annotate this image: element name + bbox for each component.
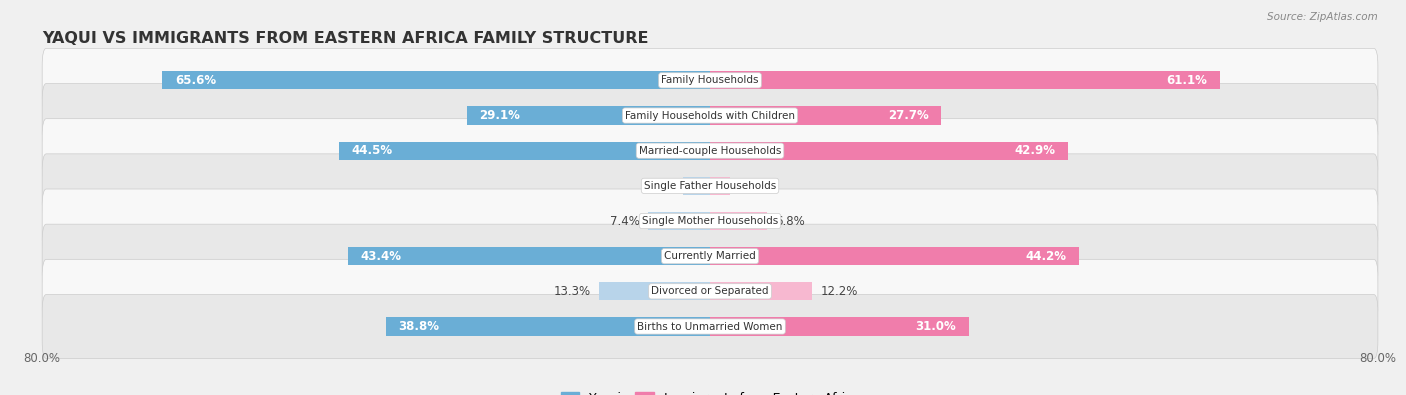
- Bar: [339, 141, 710, 160]
- Text: Births to Unmarried Women: Births to Unmarried Women: [637, 322, 783, 331]
- Bar: [387, 317, 710, 336]
- Text: 43.4%: 43.4%: [360, 250, 401, 263]
- Text: 65.6%: 65.6%: [174, 74, 217, 87]
- Text: 6.8%: 6.8%: [775, 214, 804, 228]
- Text: 2.4%: 2.4%: [738, 179, 768, 192]
- Text: Single Mother Households: Single Mother Households: [643, 216, 778, 226]
- Text: Married-couple Households: Married-couple Households: [638, 146, 782, 156]
- Text: Family Households: Family Households: [661, 75, 759, 85]
- Text: Divorced or Separated: Divorced or Separated: [651, 286, 769, 296]
- FancyBboxPatch shape: [42, 295, 1378, 359]
- FancyBboxPatch shape: [42, 189, 1378, 253]
- Bar: [710, 247, 1078, 265]
- Bar: [162, 71, 710, 90]
- Text: YAQUI VS IMMIGRANTS FROM EASTERN AFRICA FAMILY STRUCTURE: YAQUI VS IMMIGRANTS FROM EASTERN AFRICA …: [42, 30, 648, 45]
- Bar: [710, 317, 969, 336]
- Text: Source: ZipAtlas.com: Source: ZipAtlas.com: [1267, 12, 1378, 22]
- Bar: [710, 106, 941, 125]
- Text: 44.5%: 44.5%: [352, 144, 392, 157]
- FancyBboxPatch shape: [42, 260, 1378, 324]
- Text: 7.4%: 7.4%: [610, 214, 640, 228]
- FancyBboxPatch shape: [42, 224, 1378, 288]
- Bar: [710, 177, 730, 195]
- Bar: [710, 71, 1220, 90]
- Text: 61.1%: 61.1%: [1167, 74, 1208, 87]
- Text: Currently Married: Currently Married: [664, 251, 756, 261]
- Bar: [648, 212, 710, 230]
- Bar: [710, 141, 1069, 160]
- Bar: [599, 282, 710, 301]
- FancyBboxPatch shape: [42, 118, 1378, 182]
- Text: 29.1%: 29.1%: [479, 109, 520, 122]
- Text: 44.2%: 44.2%: [1025, 250, 1067, 263]
- Bar: [347, 247, 710, 265]
- Bar: [683, 177, 710, 195]
- Text: Single Father Households: Single Father Households: [644, 181, 776, 191]
- Bar: [710, 212, 766, 230]
- Text: 13.3%: 13.3%: [554, 285, 591, 298]
- Text: 31.0%: 31.0%: [915, 320, 956, 333]
- Text: 3.2%: 3.2%: [645, 179, 675, 192]
- Text: 27.7%: 27.7%: [889, 109, 929, 122]
- Bar: [467, 106, 710, 125]
- Legend: Yaqui, Immigrants from Eastern Africa: Yaqui, Immigrants from Eastern Africa: [561, 392, 859, 395]
- Text: 42.9%: 42.9%: [1015, 144, 1056, 157]
- FancyBboxPatch shape: [42, 154, 1378, 218]
- Bar: [710, 282, 811, 301]
- FancyBboxPatch shape: [42, 83, 1378, 147]
- Text: 12.2%: 12.2%: [820, 285, 858, 298]
- Text: 38.8%: 38.8%: [399, 320, 440, 333]
- Text: Family Households with Children: Family Households with Children: [626, 111, 794, 120]
- FancyBboxPatch shape: [42, 48, 1378, 112]
